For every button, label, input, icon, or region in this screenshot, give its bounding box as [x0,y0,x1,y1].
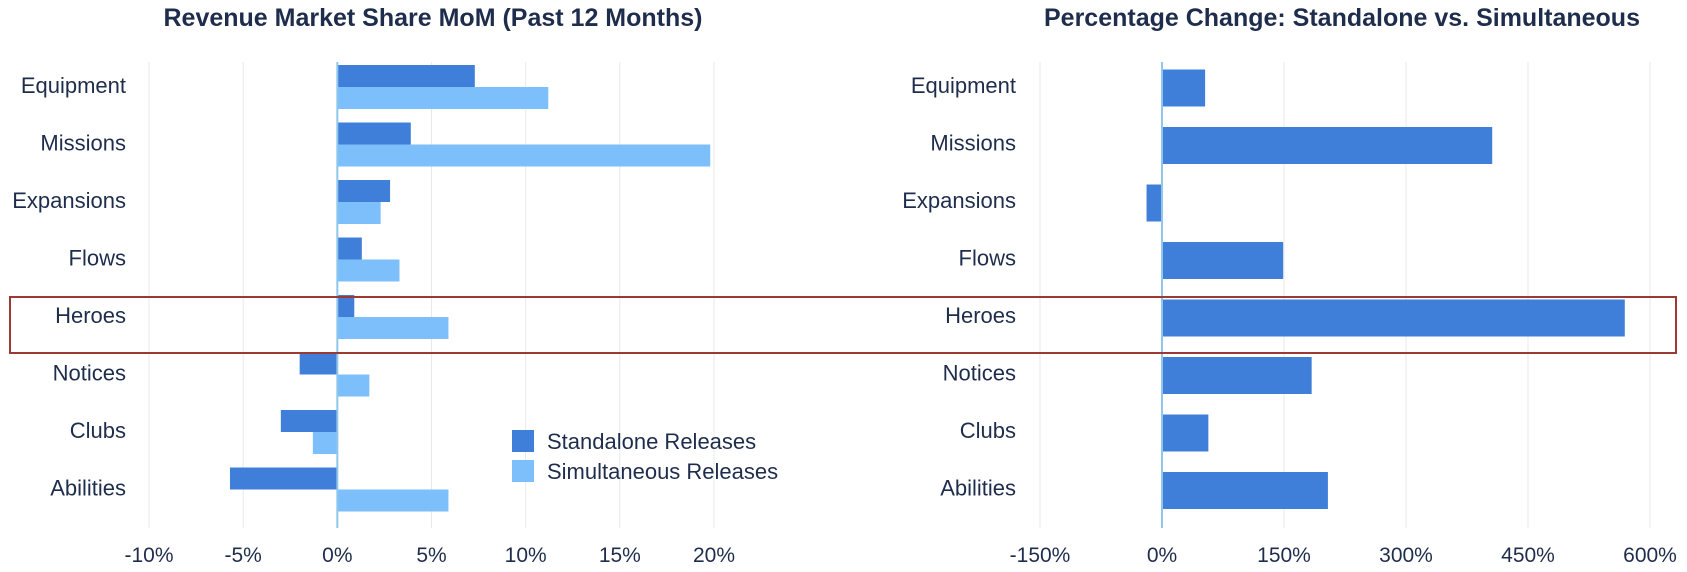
right-tick-label: 600% [1623,544,1677,567]
left-bar-expansions-s1 [337,202,381,224]
left-category-label: Missions [40,131,126,156]
right-bar-equipment [1162,69,1206,107]
right-bar-missions [1162,127,1493,164]
right-bar-flows [1162,242,1284,279]
left-tick-label: -10% [124,544,173,567]
right-category-label: Expansions [902,188,1016,213]
legend-swatch-simultaneous [512,460,534,482]
legend-label-standalone: Standalone Releases [547,429,756,454]
left-bar-equipment-s0 [337,65,475,87]
left-category-label: Flows [69,246,126,271]
right-category-label: Equipment [911,73,1016,98]
right-tick-labels: -150% 0% 150% 300% 450% 600% [1010,544,1677,567]
right-tick-label: 450% [1501,544,1555,567]
legend-label-simultaneous: Simultaneous Releases [547,459,778,484]
right-category-label: Clubs [960,418,1016,443]
market-share-chart: Revenue Market Share MoM (Past 12 Months… [12,4,778,567]
left-bar-flows-s1 [337,259,400,282]
left-category-label: Abilities [50,476,126,501]
legend-swatch-standalone [512,430,534,452]
left-tick-label: 20% [693,544,735,567]
left-bar-missions-s1 [337,144,711,167]
left-bar-clubs-s0 [280,410,338,432]
left-bar-notices-s0 [299,352,338,375]
right-bar-abilities [1162,472,1328,509]
right-category-label: Abilities [940,476,1016,501]
right-bar-clubs [1162,414,1209,452]
left-tick-label: 15% [599,544,641,567]
right-category-label: Notices [943,361,1016,386]
left-bar-flows-s0 [337,237,362,260]
left-tick-label: 10% [505,544,547,567]
left-bar-missions-s0 [337,122,411,145]
left-category-label: Equipment [21,73,126,98]
left-category-label: Expansions [12,188,126,213]
right-category-labels: Equipment Missions Expansions Flows Heroes No… [902,73,1016,501]
right-category-label: Flows [959,246,1016,271]
left-category-labels: Equipment Missions Expansions Flows Heroes No… [12,73,126,501]
left-category-label: Notices [53,361,126,386]
left-bar-expansions-s0 [337,180,391,202]
left-category-label: Clubs [70,418,126,443]
left-tick-label: -5% [224,544,261,567]
left-bar-abilities-s0 [229,467,338,490]
left-bar-heroes-s1 [337,317,449,339]
right-bar-expansions [1146,184,1162,222]
left-tick-labels: -10% -5% 0% 5% 10% 15% 20% [124,544,735,567]
right-tick-label: 300% [1379,544,1433,567]
right-category-label: Missions [930,131,1016,156]
right-bars [1146,62,1625,528]
left-tick-label: 0% [322,544,352,567]
left-bar-notices-s1 [337,374,370,397]
right-tick-label: 150% [1257,544,1311,567]
percentage-change-chart: Percentage Change: Standalone vs. Simult… [902,4,1677,567]
left-category-label: Heroes [55,303,126,328]
legend: Standalone Releases Simultaneous Release… [512,429,778,484]
right-chart-title: Percentage Change: Standalone vs. Simult… [1044,4,1640,32]
left-gridlines [148,62,715,528]
left-bar-heroes-s0 [337,295,355,317]
heroes-highlight-box [9,296,1677,354]
left-bar-abilities-s1 [337,489,449,512]
left-bars [229,62,711,528]
left-bar-equipment-s1 [337,87,549,109]
left-chart-title: Revenue Market Share MoM (Past 12 Months… [163,4,702,32]
right-bar-heroes [1162,299,1625,337]
right-tick-label: 0% [1147,544,1177,567]
right-category-label: Heroes [945,303,1016,328]
right-tick-label: -150% [1010,544,1071,567]
left-bar-clubs-s1 [312,432,338,454]
left-tick-label: 5% [416,544,446,567]
right-bar-notices [1162,357,1312,394]
